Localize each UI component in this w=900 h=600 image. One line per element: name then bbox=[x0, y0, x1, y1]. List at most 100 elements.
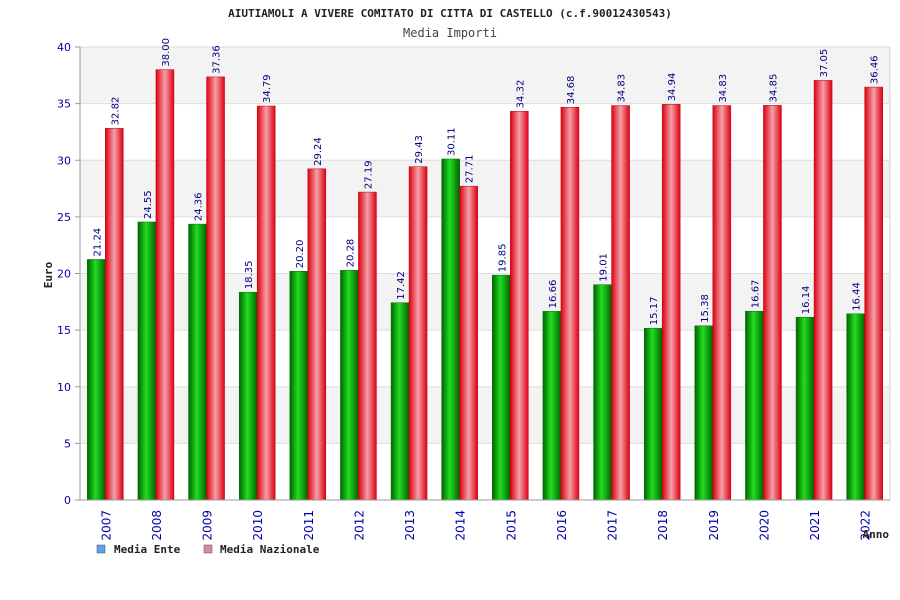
x-tick-label-2009: 2009 bbox=[201, 510, 215, 541]
value-label-media-ente-2017: 19.01 bbox=[599, 253, 610, 282]
bar-media-ente-2014 bbox=[441, 158, 460, 501]
value-label-media-ente-2010: 18.35 bbox=[244, 261, 255, 290]
y-axis-label: Euro bbox=[42, 261, 55, 288]
value-label-media-ente-2008: 24.55 bbox=[143, 190, 154, 219]
bar-media-ente-2011 bbox=[289, 270, 309, 501]
value-label-media-nazionale-2010: 34.79 bbox=[262, 74, 273, 103]
x-tick-label-2021: 2021 bbox=[808, 510, 822, 541]
y-tick-label: 10 bbox=[57, 381, 71, 394]
bar-media-ente-2016 bbox=[542, 311, 562, 501]
bar-media-nazionale-2019 bbox=[712, 105, 732, 501]
x-tick-label-2019: 2019 bbox=[707, 510, 721, 541]
x-tick-label-2015: 2015 bbox=[504, 510, 518, 541]
bar-media-nazionale-2021 bbox=[813, 80, 833, 501]
value-label-media-nazionale-2011: 29.24 bbox=[313, 137, 324, 166]
bar-media-ente-2007 bbox=[87, 259, 106, 501]
value-label-media-nazionale-2017: 34.83 bbox=[617, 74, 628, 103]
bar-media-nazionale-2012 bbox=[358, 191, 377, 501]
x-axis: 2007 2008 2009 2010 2011 2012 2013 2014 2015 2016… bbox=[80, 499, 890, 541]
value-label-media-nazionale-2007: 32.82 bbox=[110, 97, 121, 126]
x-tick-label-2008: 2008 bbox=[150, 510, 164, 541]
bar-media-nazionale-2014 bbox=[459, 185, 478, 501]
y-tick-label: 35 bbox=[57, 98, 71, 111]
bar-media-ente-2021 bbox=[795, 316, 815, 501]
bar-media-ente-2008 bbox=[137, 221, 157, 501]
bar-media-nazionale-2009 bbox=[206, 76, 225, 501]
value-label-media-ente-2018: 15.17 bbox=[649, 297, 660, 326]
bar-media-ente-2017 bbox=[593, 284, 612, 501]
value-label-media-ente-2012: 20.28 bbox=[345, 239, 356, 268]
y-tick-label: 0 bbox=[64, 494, 71, 507]
x-tick-label-2013: 2013 bbox=[403, 510, 417, 541]
x-tick-label-2007: 2007 bbox=[99, 510, 113, 541]
value-label-media-nazionale-2012: 27.19 bbox=[363, 160, 374, 189]
x-tick-label-2017: 2017 bbox=[606, 510, 620, 541]
bar-media-ente-2022 bbox=[846, 313, 865, 501]
legend-swatch-media-nazionale bbox=[203, 544, 213, 554]
value-label-media-ente-2013: 17.42 bbox=[396, 271, 407, 300]
value-labels: 21.24 32.82 24.55 38.00 24.36 37.36 18.35 34.79… bbox=[92, 38, 880, 325]
bar-media-ente-2010 bbox=[238, 291, 258, 501]
value-label-media-ente-2015: 19.85 bbox=[497, 244, 508, 273]
legend-label-media-ente: Media Ente bbox=[114, 543, 181, 556]
value-label-media-ente-2011: 20.20 bbox=[295, 240, 306, 269]
value-label-media-nazionale-2018: 34.94 bbox=[667, 73, 678, 102]
value-label-media-ente-2019: 15.38 bbox=[700, 294, 711, 323]
bar-media-ente-2015 bbox=[492, 274, 511, 501]
legend: Media Ente Media Nazionale bbox=[96, 543, 320, 556]
x-tick-label-2011: 2011 bbox=[302, 510, 316, 541]
value-label-media-ente-2014: 30.11 bbox=[447, 127, 458, 156]
value-label-media-nazionale-2013: 29.43 bbox=[414, 135, 425, 164]
bar-media-ente-2018 bbox=[643, 327, 663, 501]
bar-media-nazionale-2017 bbox=[611, 105, 630, 501]
bar-media-nazionale-2016 bbox=[560, 106, 580, 501]
chart-subtitle: Media Importi bbox=[403, 26, 497, 40]
legend-swatch-media-ente bbox=[96, 544, 106, 554]
value-label-media-nazionale-2016: 34.68 bbox=[566, 76, 577, 105]
y-tick-label: 25 bbox=[57, 211, 71, 224]
bar-media-nazionale-2011 bbox=[307, 168, 327, 501]
x-tick-label-2022: 2022 bbox=[859, 510, 873, 541]
bar-media-ente-2009 bbox=[188, 223, 207, 501]
bar-media-nazionale-2008 bbox=[155, 69, 175, 501]
bar-media-nazionale-2013 bbox=[408, 166, 428, 501]
value-label-media-nazionale-2021: 37.05 bbox=[819, 49, 830, 78]
y-tick-label: 40 bbox=[57, 41, 71, 54]
value-label-media-ente-2020: 16.67 bbox=[750, 280, 761, 309]
legend-label-media-nazionale: Media Nazionale bbox=[220, 543, 320, 556]
x-tick-label-2012: 2012 bbox=[352, 510, 366, 541]
bar-media-nazionale-2015 bbox=[510, 111, 529, 501]
bar-media-nazionale-2007 bbox=[105, 128, 124, 501]
x-tick-label-2014: 2014 bbox=[454, 510, 468, 541]
value-label-media-ente-2009: 24.36 bbox=[194, 192, 205, 221]
bar-media-nazionale-2010 bbox=[256, 105, 276, 501]
value-label-media-ente-2021: 16.14 bbox=[801, 286, 812, 315]
value-label-media-nazionale-2020: 34.85 bbox=[768, 74, 779, 103]
y-tick-label: 5 bbox=[64, 437, 71, 450]
bar-media-ente-2019 bbox=[694, 325, 714, 501]
bars bbox=[87, 69, 883, 501]
bar-media-nazionale-2018 bbox=[661, 104, 681, 501]
x-axis-label: Anno bbox=[863, 528, 890, 541]
y-tick-label: 30 bbox=[57, 154, 71, 167]
value-label-media-nazionale-2009: 37.36 bbox=[212, 45, 223, 74]
x-tick-label-2018: 2018 bbox=[656, 510, 670, 541]
y-tick-label: 15 bbox=[57, 324, 71, 337]
x-tick-label-2020: 2020 bbox=[757, 510, 771, 541]
x-tick-label-2016: 2016 bbox=[555, 510, 569, 541]
value-label-media-ente-2007: 21.24 bbox=[92, 228, 103, 257]
bar-media-nazionale-2022 bbox=[864, 86, 883, 501]
value-label-media-ente-2016: 16.66 bbox=[548, 280, 559, 309]
chart-title: AIUTIAMOLI A VIVERE COMITATO DI CITTA DI… bbox=[228, 7, 672, 20]
value-label-media-nazionale-2022: 36.46 bbox=[870, 55, 881, 84]
value-label-media-nazionale-2014: 27.71 bbox=[465, 155, 476, 184]
bar-media-ente-2012 bbox=[340, 270, 359, 501]
value-label-media-nazionale-2015: 34.32 bbox=[515, 80, 526, 109]
bar-media-nazionale-2020 bbox=[763, 105, 782, 501]
bar-media-ente-2013 bbox=[390, 302, 410, 501]
value-label-media-nazionale-2019: 34.83 bbox=[718, 74, 729, 103]
x-tick-label-2010: 2010 bbox=[251, 510, 265, 541]
y-axis: 0 5 10 15 20 25 30 35 40 bbox=[57, 41, 81, 507]
value-label-media-nazionale-2008: 38.00 bbox=[161, 38, 172, 67]
